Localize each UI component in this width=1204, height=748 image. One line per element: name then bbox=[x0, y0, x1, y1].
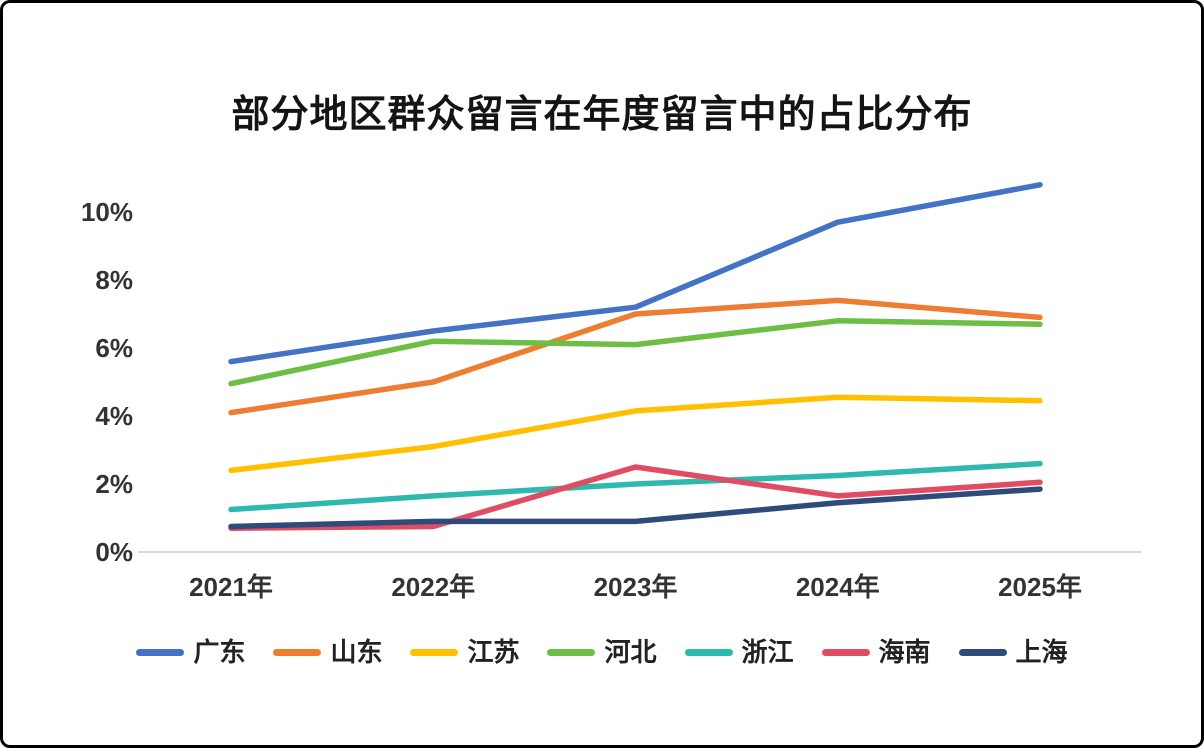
series-line-江苏 bbox=[228, 394, 1043, 474]
series-line-上海 bbox=[228, 486, 1043, 530]
x-tick-label: 2024年 bbox=[796, 572, 880, 602]
y-tick-label: 2% bbox=[95, 469, 133, 499]
x-tick-label: 2022年 bbox=[391, 572, 475, 602]
x-tick-label: 2023年 bbox=[594, 572, 678, 602]
legend-swatch bbox=[547, 648, 596, 656]
legend-label: 上海 bbox=[1015, 637, 1068, 667]
y-tick-label: 4% bbox=[95, 401, 133, 431]
y-tick-label: 6% bbox=[95, 333, 133, 363]
legend-swatch bbox=[821, 648, 870, 656]
legend-label: 江苏 bbox=[467, 637, 520, 667]
legend-swatch bbox=[410, 648, 459, 656]
series-line-河北 bbox=[228, 318, 1043, 387]
legend-swatch bbox=[958, 648, 1007, 656]
x-tick-label: 2025年 bbox=[998, 572, 1082, 602]
legend-label: 河北 bbox=[604, 637, 657, 667]
line-chart: 0% 2% 4% 6% 8% 10% 2021年 2022年 2023年 2024年 2025年 bbox=[81, 182, 1141, 602]
chart-legend: 广东 山东 江苏 河北 浙江 海南 上海 bbox=[3, 636, 1201, 668]
legend-item: 广东 bbox=[136, 636, 245, 668]
legend-label: 广东 bbox=[193, 637, 246, 667]
legend-swatch bbox=[136, 648, 185, 656]
legend-label: 海南 bbox=[878, 637, 931, 667]
legend-label: 山东 bbox=[330, 637, 383, 667]
legend-item: 浙江 bbox=[684, 636, 794, 668]
series-line-广东 bbox=[228, 182, 1043, 365]
legend-swatch bbox=[273, 648, 322, 656]
legend-item: 海南 bbox=[821, 636, 931, 668]
y-tick-label: 10% bbox=[81, 197, 133, 227]
legend-item: 山东 bbox=[273, 636, 382, 668]
legend-item: 江苏 bbox=[410, 636, 519, 668]
series-line-浙江 bbox=[228, 460, 1043, 513]
legend-item: 上海 bbox=[958, 636, 1068, 668]
series-line-海南 bbox=[228, 464, 1043, 531]
legend-label: 浙江 bbox=[741, 637, 794, 667]
y-tick-label: 0% bbox=[95, 537, 133, 567]
chart-title: 部分地区群众留言在年度留言中的占比分布 bbox=[231, 94, 973, 136]
legend-item: 河北 bbox=[547, 636, 657, 668]
series-line-山东 bbox=[228, 297, 1043, 416]
x-tick-label: 2021年 bbox=[189, 572, 273, 602]
legend-swatch bbox=[684, 648, 733, 656]
y-tick-label: 8% bbox=[95, 265, 133, 295]
